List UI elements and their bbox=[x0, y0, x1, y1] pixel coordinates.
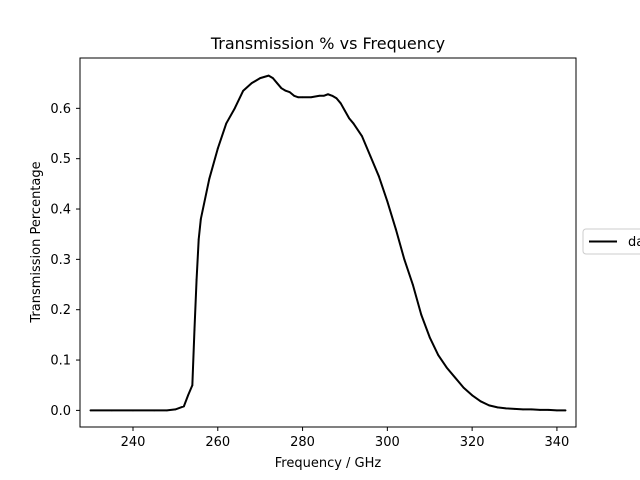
data-point bbox=[530, 408, 533, 411]
data-point bbox=[110, 409, 113, 412]
data-point bbox=[250, 82, 253, 85]
y-axis-label: Transmission Percentage bbox=[29, 161, 44, 323]
x-axis-label: Frequency / GHz bbox=[275, 456, 382, 471]
data-point bbox=[386, 200, 389, 203]
data-point bbox=[199, 218, 202, 220]
x-tick-label-300: 300 bbox=[375, 435, 400, 450]
data-point bbox=[479, 400, 482, 403]
data-point bbox=[267, 74, 270, 77]
data-point bbox=[191, 384, 194, 387]
data-point bbox=[242, 89, 245, 92]
data-point bbox=[182, 405, 185, 408]
data-point bbox=[208, 177, 211, 180]
data-point bbox=[233, 107, 236, 110]
data-point bbox=[187, 394, 190, 397]
data-point bbox=[322, 94, 325, 97]
data-point bbox=[288, 91, 291, 94]
y-tick-label-0.4: 0.4 bbox=[50, 203, 71, 218]
data-point bbox=[377, 175, 380, 178]
data-point bbox=[462, 386, 465, 389]
x-tick-label-280: 280 bbox=[290, 435, 315, 450]
legend: da bbox=[582, 228, 640, 255]
x-tick-label-340: 340 bbox=[545, 435, 570, 450]
data-point bbox=[259, 77, 262, 80]
data-point bbox=[331, 94, 334, 97]
chart-title: Transmission % vs Frequency bbox=[210, 34, 445, 53]
data-point bbox=[348, 117, 351, 120]
data-point bbox=[89, 409, 92, 412]
x-tick-label-260: 260 bbox=[205, 435, 230, 450]
data-point bbox=[394, 228, 397, 231]
data-point bbox=[522, 408, 524, 411]
data-point bbox=[197, 238, 200, 241]
data-point bbox=[420, 313, 423, 316]
data-point bbox=[318, 94, 321, 97]
x-tick-label-320: 320 bbox=[460, 435, 485, 450]
data-point bbox=[454, 376, 457, 379]
y-tick-label-0.2: 0.2 bbox=[50, 303, 71, 318]
y-tick-label-0.3: 0.3 bbox=[50, 253, 71, 268]
data-point bbox=[225, 122, 228, 125]
data-point bbox=[445, 366, 448, 369]
series-line-da bbox=[89, 74, 567, 412]
data-point bbox=[471, 394, 474, 397]
data-point bbox=[411, 283, 414, 286]
data-point bbox=[339, 102, 342, 105]
y-tick-label-0.1: 0.1 bbox=[50, 354, 71, 369]
data-point bbox=[132, 409, 134, 412]
data-point bbox=[195, 278, 198, 281]
data-point bbox=[271, 77, 274, 80]
y-axis-ticks: 0.0 0.1 0.2 0.3 0.4 0.5 0.6 bbox=[50, 102, 80, 419]
data-point bbox=[174, 408, 177, 411]
x-axis-ticks: 240 260 280 300 320 340 bbox=[121, 427, 570, 450]
data-point bbox=[293, 94, 295, 97]
data-point bbox=[369, 155, 372, 158]
y-tick-label-0.0: 0.0 bbox=[50, 404, 71, 419]
data-point bbox=[284, 89, 287, 92]
data-point bbox=[297, 96, 300, 99]
plot-frame bbox=[79, 57, 577, 428]
data-point bbox=[301, 96, 304, 99]
data-point bbox=[193, 328, 196, 331]
data-point bbox=[513, 407, 516, 410]
data-point bbox=[403, 258, 406, 261]
series-layer bbox=[89, 74, 567, 412]
data-point bbox=[496, 406, 499, 409]
data-point bbox=[437, 354, 440, 356]
data-point bbox=[488, 404, 490, 407]
y-tick-label-0.5: 0.5 bbox=[50, 152, 71, 167]
data-point bbox=[276, 82, 279, 85]
data-point bbox=[166, 409, 168, 412]
data-point bbox=[344, 109, 346, 112]
y-tick-label-0.6: 0.6 bbox=[50, 102, 71, 117]
data-point bbox=[556, 409, 558, 412]
data-point bbox=[547, 408, 550, 411]
legend-entry-da: da bbox=[628, 235, 640, 250]
data-point bbox=[153, 409, 156, 412]
data-point bbox=[327, 93, 329, 96]
data-point bbox=[361, 135, 363, 137]
data-point bbox=[310, 96, 312, 99]
plot-area bbox=[80, 58, 576, 427]
data-point bbox=[505, 407, 507, 410]
series-points-da bbox=[89, 74, 567, 412]
data-point bbox=[428, 336, 431, 339]
data-point bbox=[216, 147, 219, 150]
data-point bbox=[352, 122, 355, 125]
data-point bbox=[280, 87, 283, 90]
data-point bbox=[539, 408, 541, 411]
x-tick-label-240: 240 bbox=[121, 435, 146, 450]
data-point bbox=[335, 97, 338, 100]
data-point bbox=[564, 409, 567, 412]
